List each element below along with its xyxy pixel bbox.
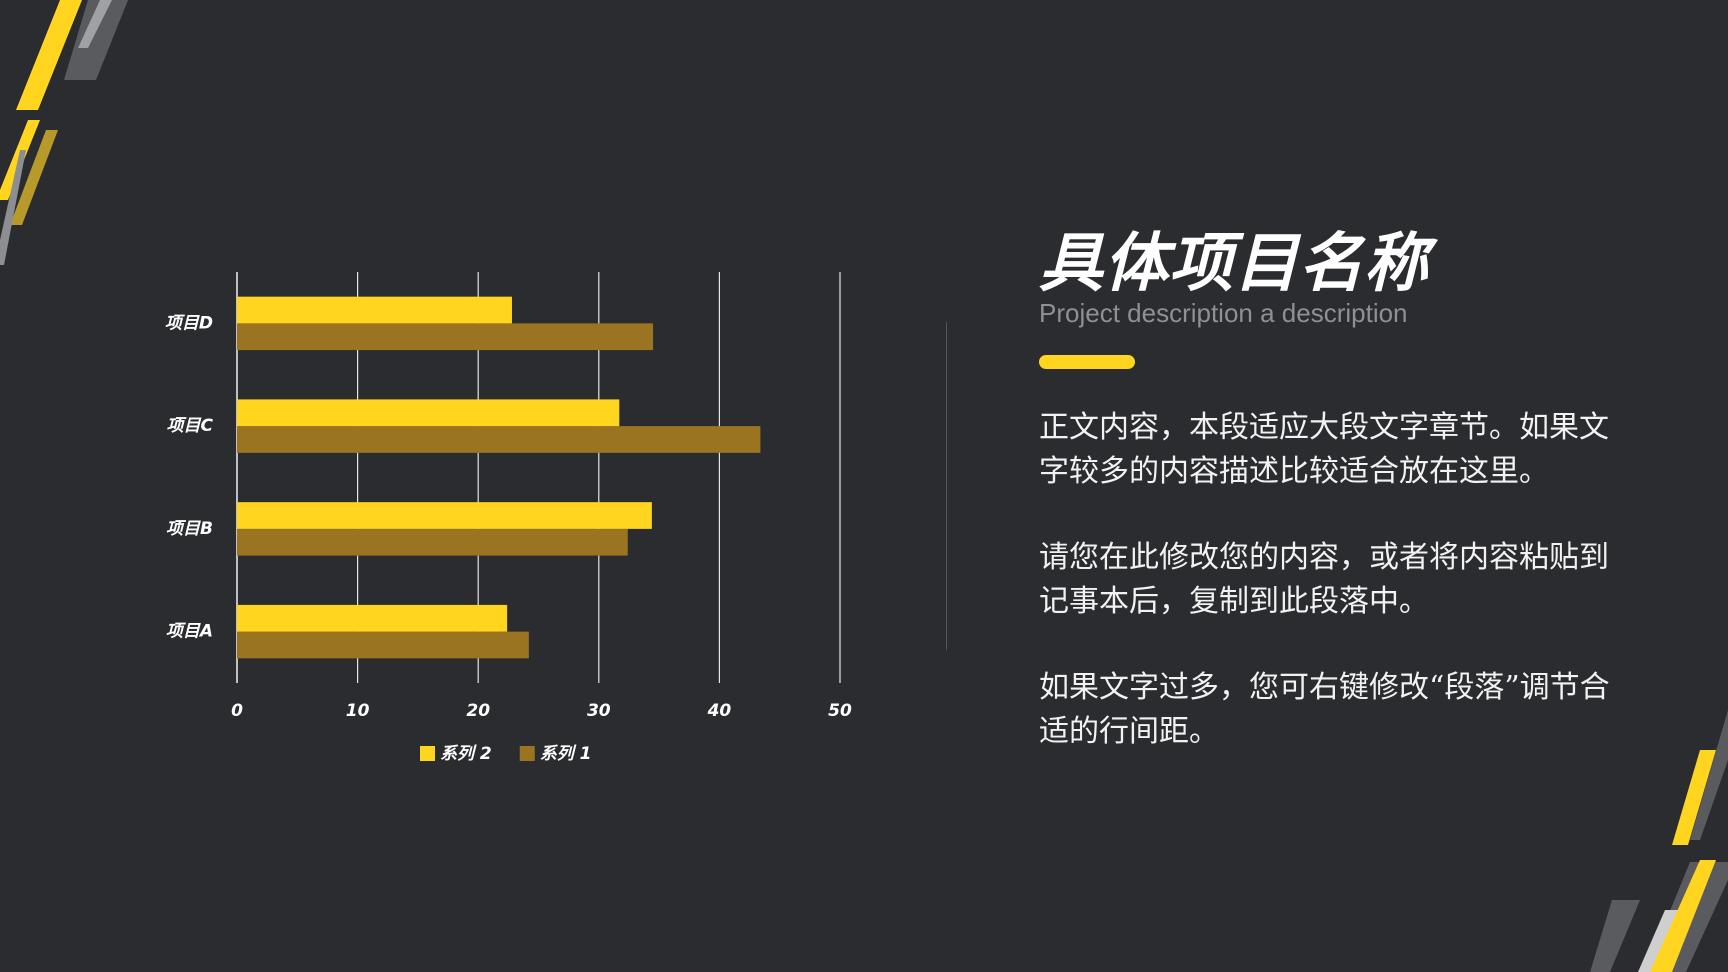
x-tick-label: 10 [346,701,370,721]
legend-label: 系列 1 [540,744,592,764]
y-tick-label: 项目D [165,313,213,333]
title: 具体项目名称 [1039,227,1429,301]
x-tick-label: 40 [707,701,732,721]
y-tick-label: 项目C [167,416,214,436]
paragraph: 如果文字过多，您可右键修改“段落”调节合适的行间距。 [1039,670,1610,749]
y-tick-label: 项目B [166,519,213,539]
x-tick-label: 50 [828,701,852,721]
paragraph: 请您在此修改您的内容，或者将内容粘贴到记事本后，复制到此段落中。 [1039,540,1609,619]
bar [237,502,652,529]
x-tick-label: 30 [587,701,611,721]
accent-bar [1039,355,1135,369]
bar [237,528,628,556]
legend-swatch [519,746,535,761]
x-tick-label: 20 [466,701,490,721]
paragraph: 正文内容，本段适应大段文字章节。如果文字较多的内容描述比较适合放在这里。 [1039,410,1609,489]
legend-label: 系列 2 [440,744,492,764]
x-tick-label: 0 [231,701,243,721]
subtitle: Project description a description [1039,298,1408,328]
legend-swatch [420,746,435,761]
y-tick-label: 项目A [166,622,213,642]
body-text: 正文内容，本段适应大段文字章节。如果文字较多的内容描述比较适合放在这里。 请您在… [1039,406,1619,796]
bar [237,604,508,632]
divider [946,322,947,650]
bar [237,426,761,453]
bar [237,323,654,351]
bar [237,631,529,659]
bar [237,296,512,324]
bar [237,399,620,427]
